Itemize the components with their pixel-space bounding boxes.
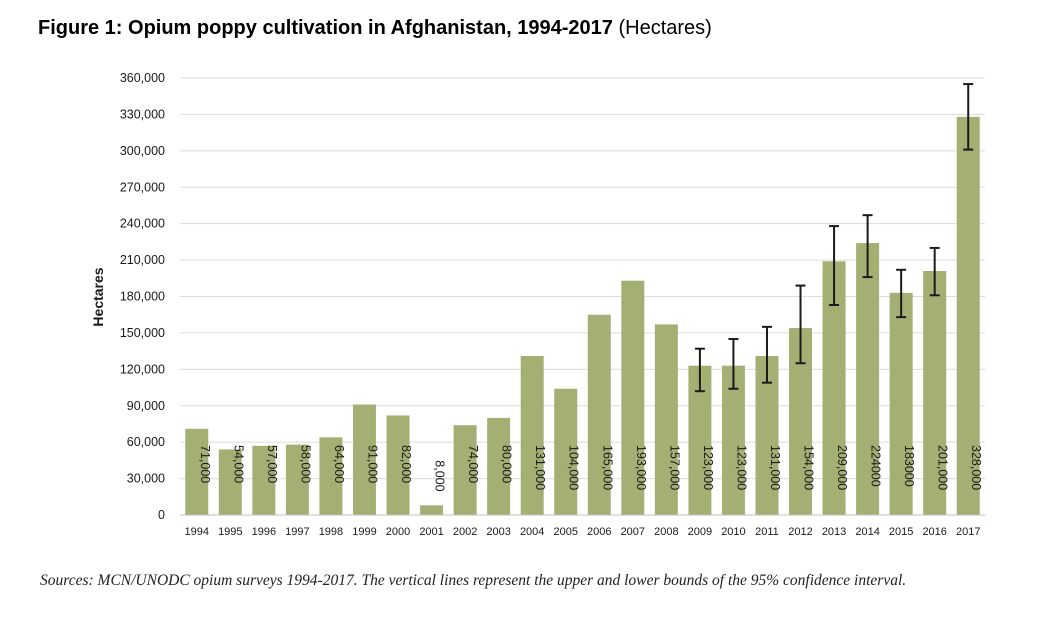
value-label: 57,000 <box>265 445 279 483</box>
chart-title-main: Figure 1: Opium poppy cultivation in Afg… <box>38 17 613 39</box>
bar-chart: 71,000 54,000 57,000 58,000 64,000 91,000 82,0… <box>90 71 985 538</box>
value-label: 165,000 <box>600 445 614 490</box>
value-label: 64,000 <box>332 445 346 483</box>
x-tick-label: 2003 <box>486 526 510 538</box>
bar-2014 <box>856 243 880 516</box>
value-label: 123,000 <box>734 445 748 490</box>
y-tick-label: 0 <box>158 508 165 522</box>
bar-2011 <box>755 355 779 515</box>
bar-2012 <box>789 328 813 515</box>
x-tick-label: 2004 <box>520 526 544 538</box>
bar-2009 <box>688 365 712 515</box>
x-tick-label: 2015 <box>889 526 913 538</box>
value-label: 209,000 <box>835 445 849 490</box>
bar-2004 <box>520 355 544 515</box>
x-tick-label: 2012 <box>788 526 812 538</box>
x-tick-label: 2010 <box>721 526 745 538</box>
value-label: 123,000 <box>701 445 715 490</box>
sources-note: Sources: MCN/UNODC opium surveys 1994-20… <box>40 572 907 589</box>
x-tick-label: 2005 <box>553 526 577 538</box>
x-tick-label: 2006 <box>587 526 611 538</box>
value-label: 131,000 <box>768 445 782 490</box>
value-label: 82,000 <box>399 445 413 483</box>
y-tick-label: 120,000 <box>120 362 165 376</box>
y-tick-label: 30,000 <box>127 472 165 486</box>
x-tick-label: 2009 <box>688 526 712 538</box>
bar-1994 <box>185 428 209 515</box>
value-label: 224000 <box>869 445 883 487</box>
bar-2008 <box>654 324 678 515</box>
chart-title-unit: (Hectares) <box>618 17 712 39</box>
y-tick-label: 60,000 <box>127 435 165 449</box>
y-tick-label: 300,000 <box>120 144 165 158</box>
value-label: 74,000 <box>466 445 480 483</box>
bar-2010 <box>721 365 745 515</box>
value-label: 8,000 <box>433 460 447 491</box>
bar-1995 <box>218 449 242 515</box>
bar-2006 <box>587 314 611 515</box>
x-tick-label: 2001 <box>419 526 443 538</box>
value-label: 157,000 <box>667 445 681 490</box>
y-tick-label: 240,000 <box>120 217 165 231</box>
chart-title: Figure 1: Opium poppy cultivation in Afg… <box>38 17 712 40</box>
bar-2007 <box>621 280 645 515</box>
x-axis-tick-labels: 1994 1995 1996 1997 1998 1999 2000 2001 2002 2003… <box>185 526 981 538</box>
y-tick-label: 360,000 <box>120 71 165 85</box>
x-tick-label: 2014 <box>855 526 879 538</box>
x-tick-label: 2016 <box>922 526 946 538</box>
value-label: 54,000 <box>231 445 245 483</box>
x-tick-label: 2013 <box>822 526 846 538</box>
bar-1997 <box>285 444 309 515</box>
x-tick-label: 1996 <box>252 526 276 538</box>
value-label: 201,000 <box>936 445 950 490</box>
bar-1999 <box>352 404 376 515</box>
bar-2001 <box>420 505 444 515</box>
bar-2015 <box>889 292 913 515</box>
y-axis-title: Hectares <box>90 267 106 326</box>
x-tick-label: 1994 <box>185 526 209 538</box>
bar-2017 <box>956 116 980 515</box>
y-tick-label: 150,000 <box>120 326 165 340</box>
gridlines <box>180 77 985 480</box>
value-label: 104,000 <box>567 445 581 490</box>
y-tick-label: 210,000 <box>120 253 165 267</box>
y-axis-tick-labels: 0 30,000 60,000 90,000 120,000 150,000 180,000… <box>120 71 165 522</box>
x-tick-label: 2008 <box>654 526 678 538</box>
value-label: 131,000 <box>533 445 547 490</box>
bar-2002 <box>453 425 477 515</box>
x-tick-label: 2007 <box>621 526 645 538</box>
bar-2000 <box>386 415 410 515</box>
y-tick-label: 90,000 <box>127 399 165 413</box>
value-label: 154,000 <box>802 445 816 490</box>
value-label: 71,000 <box>198 445 212 483</box>
value-label: 91,000 <box>365 445 379 483</box>
x-tick-label: 1995 <box>218 526 242 538</box>
y-tick-label: 270,000 <box>120 180 165 194</box>
value-labels: 71,000 54,000 57,000 58,000 64,000 91,000 82,0… <box>198 445 983 492</box>
value-label: 80,000 <box>500 445 514 483</box>
bar-2005 <box>554 388 578 515</box>
error-bars <box>694 83 974 393</box>
x-tick-label: 1999 <box>352 526 376 538</box>
bar-2016 <box>923 271 947 515</box>
bar-2003 <box>487 417 511 515</box>
x-tick-label: 2017 <box>956 526 980 538</box>
x-tick-label: 1998 <box>319 526 343 538</box>
value-label: 193,000 <box>634 445 648 490</box>
value-label: 328,000 <box>969 445 983 490</box>
y-tick-label: 180,000 <box>120 290 165 304</box>
x-tick-label: 2011 <box>755 526 779 538</box>
bar-1996 <box>252 445 276 515</box>
bar-2013 <box>822 261 846 515</box>
bar-1998 <box>319 437 343 515</box>
value-label: 58,000 <box>298 445 312 483</box>
bar-series <box>185 116 980 516</box>
y-tick-label: 330,000 <box>120 107 165 121</box>
x-tick-label: 2002 <box>453 526 477 538</box>
x-tick-label: 1997 <box>285 526 309 538</box>
x-tick-label: 2000 <box>386 526 410 538</box>
value-label: 183000 <box>902 445 916 487</box>
